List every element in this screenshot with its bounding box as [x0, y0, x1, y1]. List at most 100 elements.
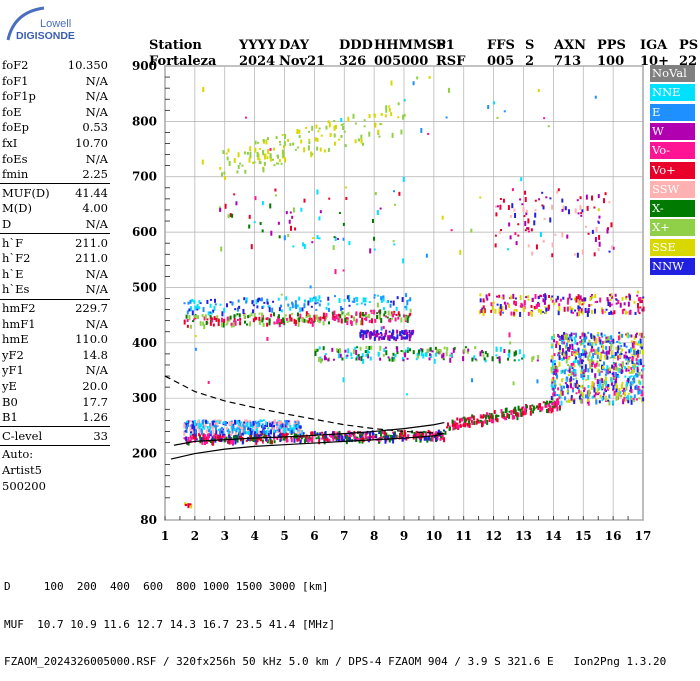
echo-point: [619, 302, 622, 308]
echo-point: [391, 334, 394, 339]
echo-point: [642, 367, 645, 371]
echo-point: [186, 421, 189, 424]
echo-point: [290, 436, 293, 440]
echo-point: [220, 246, 223, 252]
echo-point: [313, 314, 316, 318]
echo-point: [368, 301, 371, 304]
echo-point: [256, 423, 259, 428]
echo-point: [265, 438, 268, 442]
x-tick-label: 12: [485, 529, 502, 543]
echo-point: [384, 114, 387, 118]
echo-point: [488, 413, 491, 416]
echo-point: [327, 120, 330, 124]
echo-point: [331, 347, 334, 352]
echo-point: [262, 426, 265, 432]
echo-point: [374, 318, 377, 323]
echo-point: [603, 379, 606, 385]
echo-point: [637, 362, 640, 366]
echo-point: [371, 218, 374, 223]
echo-point: [589, 364, 592, 370]
echo-point: [580, 214, 583, 217]
echo-point: [281, 133, 284, 136]
echo-point: [518, 359, 521, 362]
echo-point: [558, 394, 561, 397]
logo-line2: DIGISONDE: [16, 30, 75, 42]
echo-point: [619, 342, 622, 345]
echo-point: [307, 437, 310, 443]
echo-point: [485, 294, 488, 299]
echo-point: [197, 315, 200, 320]
echo-point: [576, 386, 579, 389]
param-name: B0: [2, 394, 18, 409]
echo-point: [539, 294, 542, 297]
param-row: Auto:: [0, 447, 108, 462]
echo-point: [417, 432, 420, 438]
echo-point: [261, 439, 264, 444]
echo-point: [615, 388, 618, 393]
echo-point: [312, 296, 315, 299]
echo-point: [625, 345, 628, 348]
header-value: 005000: [374, 54, 428, 69]
echo-point: [428, 357, 431, 361]
echo-point: [297, 321, 300, 327]
echo-point: [322, 312, 325, 318]
echo-point: [426, 348, 429, 353]
echo-point: [286, 439, 289, 443]
echo-point: [270, 313, 273, 316]
echo-point: [590, 333, 593, 338]
echo-point: [233, 428, 236, 432]
echo-point: [384, 332, 387, 337]
echo-point: [353, 316, 356, 322]
echo-point: [545, 196, 548, 199]
echo-point: [611, 245, 614, 250]
echo-point: [610, 293, 613, 298]
echo-point: [611, 372, 614, 375]
trace-line: [164, 375, 445, 435]
echo-point: [541, 204, 544, 207]
echo-point: [201, 159, 204, 165]
echo-point: [501, 296, 504, 299]
echo-point: [478, 310, 481, 315]
echo-point: [396, 334, 399, 340]
echo-point: [600, 351, 603, 354]
echo-point: [456, 417, 459, 421]
echo-point: [246, 323, 249, 326]
echo-point: [259, 419, 262, 423]
echo-point: [555, 340, 558, 344]
echo-point: [483, 308, 486, 314]
echo-point: [345, 196, 348, 200]
echo-point: [343, 314, 346, 318]
echo-point: [573, 253, 576, 256]
echo-point: [596, 334, 599, 337]
echo-point: [283, 235, 286, 241]
echo-point: [327, 296, 330, 301]
echo-point: [565, 335, 568, 340]
echo-point: [215, 317, 218, 322]
echo-point: [333, 125, 336, 131]
echo-point: [536, 379, 539, 384]
echo-point: [452, 426, 455, 429]
echo-point: [231, 213, 234, 218]
param-name: fmin: [2, 167, 29, 182]
param-row: M(D) 4.00: [0, 201, 108, 216]
echo-point: [499, 311, 502, 316]
echo-point: [600, 353, 603, 359]
echo-point: [527, 230, 530, 233]
echo-point: [581, 342, 584, 345]
echo-point: [345, 435, 348, 440]
echo-point: [525, 212, 528, 216]
echo-point: [442, 352, 445, 358]
echo-point: [420, 434, 423, 437]
echo-point: [280, 162, 283, 165]
y-tick-label: 80: [140, 513, 157, 527]
echo-point: [567, 356, 570, 360]
echo-point: [193, 318, 196, 321]
echo-point: [416, 432, 419, 437]
echo-point: [402, 258, 405, 264]
echo-point: [624, 351, 627, 354]
echo-point: [571, 307, 574, 310]
echo-point: [209, 422, 212, 428]
echo-point: [610, 222, 613, 228]
header-value: 100: [597, 54, 624, 69]
echo-point: [604, 311, 607, 314]
